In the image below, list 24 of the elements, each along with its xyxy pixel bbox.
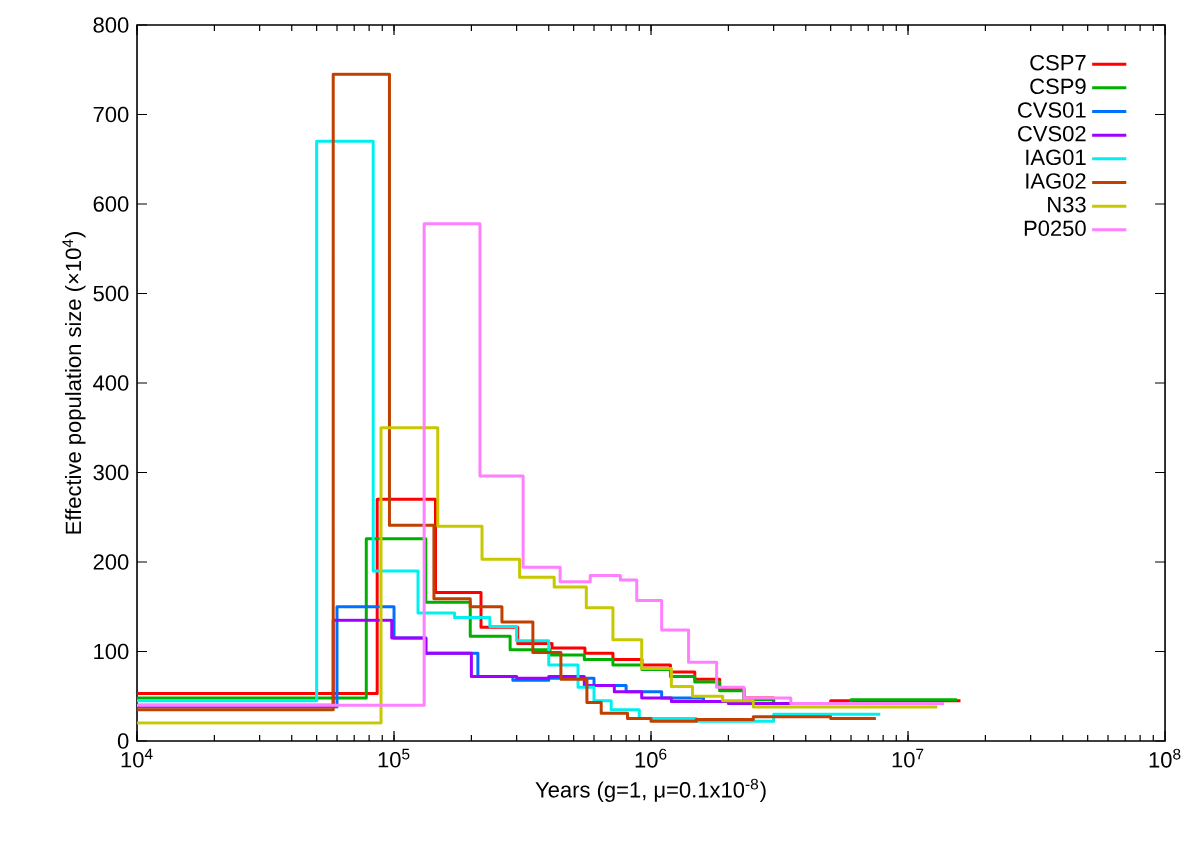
x-axis-title: Years (g=1, μ=0.1x10$^{-8}$)	[535, 778, 766, 802]
legend-label: CVS02	[1018, 125, 1086, 142]
legend-label: CVS01	[1018, 102, 1086, 118]
legend-label: CSP7	[1030, 54, 1086, 71]
x-tick-label: 10$^{5}$	[378, 748, 410, 768]
y-tick-label: 500	[93, 285, 129, 302]
y-tick-label: 300	[93, 464, 129, 481]
y-tick-label: 700	[93, 106, 129, 123]
y-tick-label: 800	[93, 17, 129, 33]
legend-label: IAG01	[1026, 149, 1086, 166]
y-tick-label: 400	[93, 375, 129, 391]
x-tick-label: 10$^{8}$	[1149, 748, 1181, 768]
legend-label: N33	[1048, 196, 1086, 213]
y-axis-title: Effective population size (×10$^{4}$)	[62, 232, 86, 534]
legend-label: IAG02	[1026, 173, 1086, 189]
y-tick-label: 200	[93, 554, 129, 570]
x-tick-label: 10$^{4}$	[121, 748, 153, 768]
legend-label: CSP9	[1030, 78, 1086, 95]
x-tick-label: 10$^{6}$	[635, 748, 667, 768]
y-tick-label: 0	[117, 733, 129, 749]
legend-label: P0250	[1024, 220, 1086, 237]
y-tick-label: 100	[94, 643, 129, 660]
y-tick-label: 600	[93, 196, 129, 212]
x-tick-label: 10$^{7}$	[892, 748, 924, 768]
